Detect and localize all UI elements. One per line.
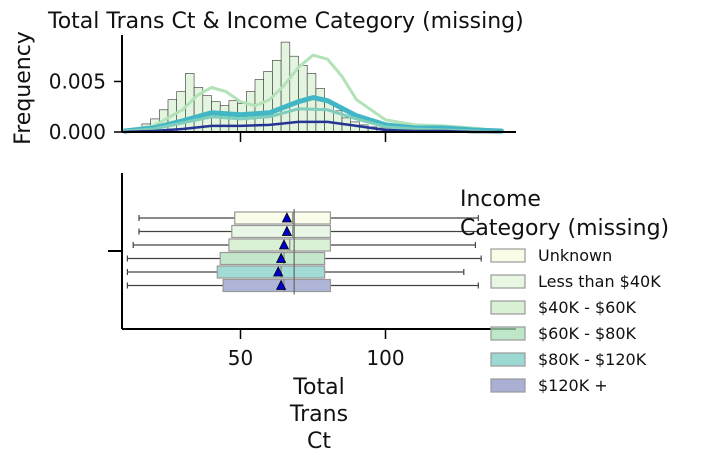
box-1 [138,224,479,239]
legend-label: $60K - $80K [538,324,637,343]
box-4 [126,265,465,279]
box-iqr [231,224,332,239]
box-mean-marker [281,212,293,223]
box-iqr [216,265,326,279]
box-iqr [228,238,331,252]
legend-swatch [490,378,526,393]
legend-label: Unknown [538,246,612,265]
legend-label: $40K - $60K [538,298,637,317]
box-mean-marker [281,225,293,236]
histogram-bar [306,73,317,133]
box-2 [132,238,476,252]
legend-label: $80K - $120K [538,350,647,369]
box-5 [126,278,479,293]
box-iqr [222,278,332,293]
legend-title: Income [460,187,541,212]
box-3 [126,251,482,266]
legend-label: Less than $40K [538,272,661,291]
legend-swatch [490,326,526,341]
box-mean-marker [275,252,287,263]
histogram-bar [324,101,334,133]
box-0 [138,211,479,225]
box-iqr [219,251,326,266]
legend-swatch [490,248,526,263]
boxplot-x-tick-label: 50 [228,346,253,370]
kde-line-mid [122,95,504,134]
boxplot-x-label: Ct [307,429,331,454]
chart-title: Total Trans Ct & Income Category (missin… [47,9,524,34]
histogram-y-tick-label: 0.000 [49,120,106,144]
box-iqr [234,211,331,225]
legend: Income Category (missing) Unknown Less than… [460,187,669,395]
legend-swatch [490,300,526,315]
histogram-y-tick-label: 0.005 [49,69,106,93]
histogram-panel: 0.000 0.005 Frequency [11,31,516,145]
boxplot-x-tick-label: 100 [366,346,404,370]
histogram-y-label: Frequency [11,31,36,145]
boxplot-x-label: Total [292,375,344,400]
boxplot-x-label: Trans [289,402,348,427]
legend-title: Category (missing) [460,216,669,241]
kde-line-top [123,53,503,133]
box-mean-marker [278,239,290,250]
legend-swatch [490,274,526,289]
box-mean-marker [273,266,284,277]
legend-label: $120K + [538,376,608,395]
legend-swatch [490,352,526,367]
box-mean-marker [275,279,287,290]
